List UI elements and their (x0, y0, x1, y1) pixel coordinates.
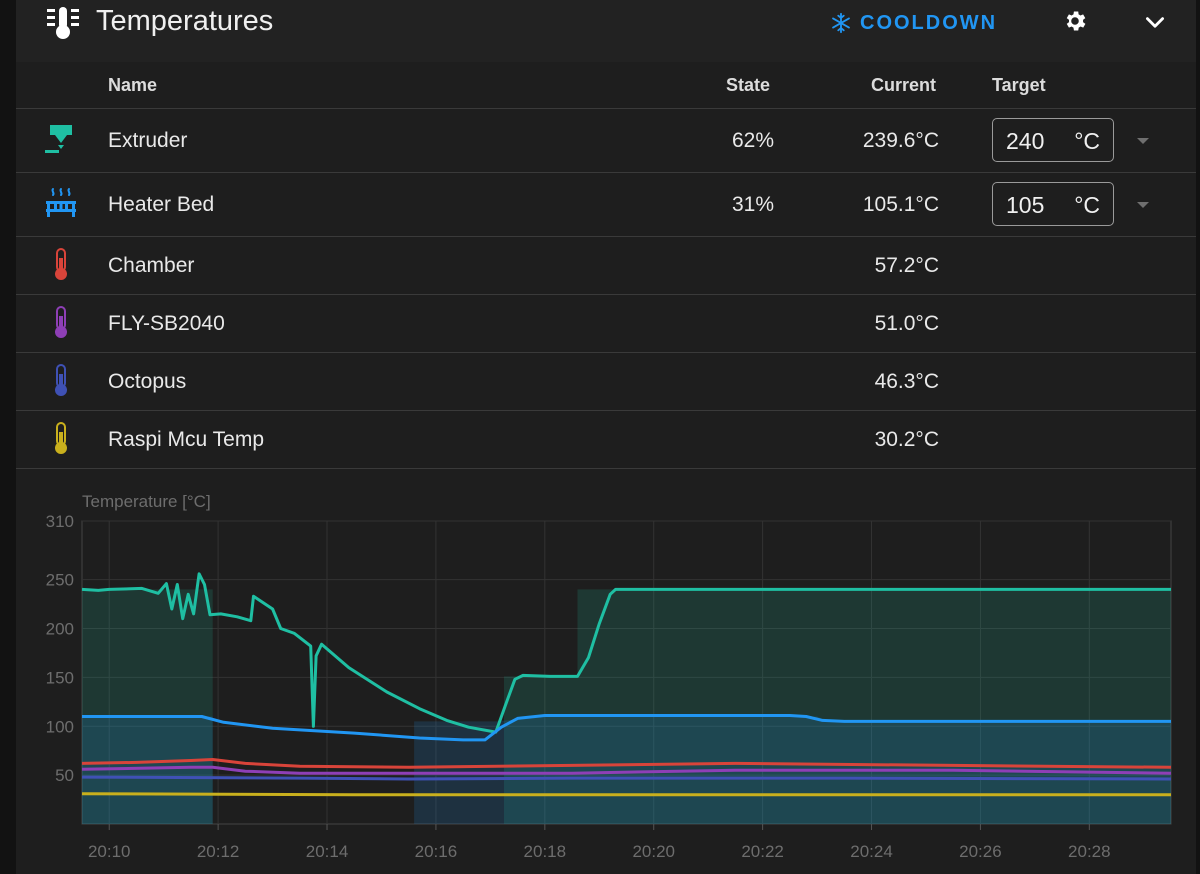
current-temperature: 46.3°C (874, 370, 939, 393)
snowflake-icon (832, 12, 850, 34)
column-current-header: Current (871, 75, 937, 95)
x-tick-label: 20:16 (415, 842, 458, 861)
y-tick-label: 200 (46, 620, 74, 639)
x-tick-label: 20:28 (1068, 842, 1111, 861)
temperature-series-line-4 (81, 758, 1172, 769)
target-value: 240 (1006, 128, 1045, 154)
y-tick-label: 310 (46, 512, 74, 531)
right-edge (1196, 0, 1200, 874)
heater-power-state: 31% (731, 193, 774, 216)
panel-header: Temperatures COOLDOWN (16, 0, 1196, 62)
table-row-raspi-mcu-temp: Raspi Mcu Temp 30.2°C (16, 411, 1196, 469)
current-temperature: 30.2°C (874, 428, 939, 451)
sensor-name: Extruder (108, 129, 188, 152)
gear-icon[interactable] (1062, 8, 1088, 34)
current-temperature: 239.6°C (862, 129, 939, 152)
temperature-series-line-0 (81, 572, 1171, 734)
temperature-series-line-7 (81, 792, 1171, 797)
current-temperature: 105.1°C (862, 193, 939, 216)
chevron-down-icon[interactable] (1142, 10, 1168, 36)
target-unit: °C (1074, 192, 1100, 218)
target-unit: °C (1074, 128, 1100, 154)
preset-dropdown-icon[interactable] (1136, 200, 1150, 210)
sensor-name: Octopus (108, 370, 187, 393)
thermometer-icon (55, 306, 67, 338)
thermometer-lines-icon (47, 7, 79, 39)
heater-bed-icon (46, 188, 76, 217)
extruder-icon (45, 125, 72, 153)
table-row-fly-sb2040: FLY-SB2040 51.0°C (16, 295, 1196, 353)
table-header: Name State Current Target (16, 62, 1196, 109)
thermometer-icon (55, 422, 67, 454)
y-tick-label: 50 (55, 766, 74, 785)
panel-title: Temperatures (96, 5, 274, 37)
temperature-chart[interactable]: 50 100 150 200 250 310 20:10 20:12 20:14 20:16 20… (16, 470, 1196, 874)
y-tick-label: 100 (46, 717, 74, 736)
thermometer-icon (55, 248, 67, 280)
sensor-name: FLY-SB2040 (108, 312, 225, 335)
y-axis-label: Temperature [°C] (82, 492, 211, 511)
temperature-series-line-6 (81, 775, 1172, 781)
x-tick-label: 20:22 (741, 842, 784, 861)
temperature-series-line-2 (82, 714, 1171, 742)
column-name-header: Name (108, 75, 158, 95)
temperature-series-line-5 (81, 765, 1172, 775)
column-state-header: State (726, 75, 771, 95)
cooldown-button[interactable]: COOLDOWN (830, 6, 997, 40)
sensor-name: Chamber (108, 254, 195, 277)
y-tick-label: 150 (46, 668, 74, 687)
x-tick-label: 20:20 (632, 842, 675, 861)
x-tick-label: 20:24 (850, 842, 893, 861)
x-tick-label: 20:18 (524, 842, 567, 861)
x-tick-label: 20:14 (306, 842, 349, 861)
target-band-3 (82, 716, 1171, 824)
current-temperature: 57.2°C (874, 254, 939, 277)
table-row-extruder: Extruder 62% 239.6°C 240 °C (16, 109, 1196, 173)
x-tick-label: 20:26 (959, 842, 1002, 861)
preset-dropdown-icon[interactable] (1136, 136, 1150, 146)
extruder-target-input[interactable]: 240 °C (992, 118, 1114, 162)
sensor-name: Raspi Mcu Temp (108, 428, 265, 451)
target-value: 105 (1006, 192, 1045, 218)
table-row-octopus: Octopus 46.3°C (16, 353, 1196, 411)
thermometer-icon (55, 364, 67, 396)
x-tick-label: 20:12 (197, 842, 240, 861)
temperatures-panel: Temperatures COOLDOWN Name State Current (16, 0, 1196, 874)
left-edge (0, 0, 16, 874)
y-tick-label: 250 (46, 571, 74, 590)
cooldown-label: COOLDOWN (860, 11, 998, 34)
sensor-name: Heater Bed (108, 193, 215, 216)
column-target-header: Target (992, 75, 1046, 95)
table-row-chamber: Chamber 57.2°C (16, 237, 1196, 295)
current-temperature: 51.0°C (874, 312, 939, 335)
heater-bed-target-input[interactable]: 105 °C (992, 182, 1114, 226)
x-tick-label: 20:10 (88, 842, 131, 861)
heater-power-state: 62% (731, 129, 774, 152)
table-row-heater-bed: Heater Bed 31% 105.1°C 105 °C (16, 173, 1196, 237)
